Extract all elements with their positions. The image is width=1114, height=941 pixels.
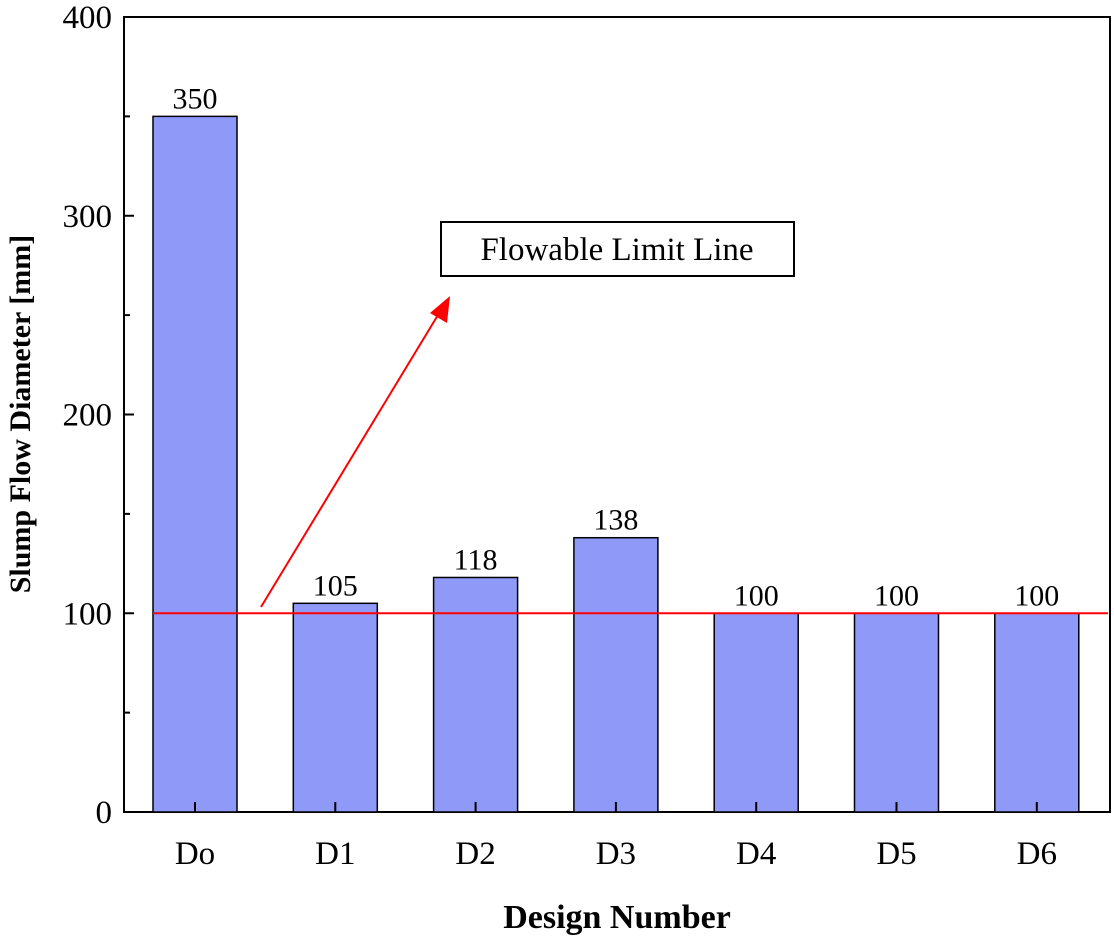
annotation-arrow-line: [260, 309, 442, 608]
bar-d6: [994, 612, 1080, 813]
y-axis-title: Slump Flow Diameter [mm]: [4, 235, 37, 594]
data-label-d4: 100: [734, 579, 779, 612]
x-tick-label-do: Do: [175, 836, 215, 872]
x-axis-title: Design Number: [503, 899, 731, 936]
y-tick-label-200: 200: [63, 398, 113, 434]
data-label-d6: 100: [1014, 579, 1059, 612]
x-tick-label-d1: D1: [315, 836, 355, 872]
y-tick-label-0: 0: [96, 795, 113, 831]
bar-d1: [292, 602, 379, 813]
y-tick-label-100: 100: [63, 596, 113, 632]
data-label-d3: 138: [593, 504, 638, 537]
data-labels-group: 350 105 118 138 100 100 100: [173, 82, 1060, 612]
x-tick-label-d4: D4: [736, 836, 776, 872]
annotation-text: Flowable Limit Line: [480, 232, 753, 268]
x-tick-label-d5: D5: [876, 836, 916, 872]
x-tick-label-d2: D2: [455, 836, 495, 872]
data-label-d2: 118: [454, 543, 498, 576]
y-tick-label-300: 300: [63, 199, 113, 235]
bar-d4: [713, 612, 799, 813]
x-tick-label-d6: D6: [1017, 836, 1057, 872]
bar-d3: [573, 536, 659, 813]
bar-d5: [853, 612, 940, 813]
bar-do: [152, 115, 238, 813]
bars-group: [152, 115, 1080, 813]
y-tick-label-400: 400: [63, 0, 113, 36]
y-axis-ticks: 0 100 200 300 400: [63, 0, 134, 831]
annotation-arrow-head: [430, 296, 450, 323]
data-label-d5: 100: [874, 579, 919, 612]
data-label-do: 350: [173, 82, 218, 115]
annotation-box: [440, 221, 795, 277]
x-axis-ticks: Do D1 D2 D3 D4 D5 D6: [175, 802, 1057, 872]
data-label-d1: 105: [313, 569, 358, 602]
x-tick-label-d3: D3: [596, 836, 636, 872]
